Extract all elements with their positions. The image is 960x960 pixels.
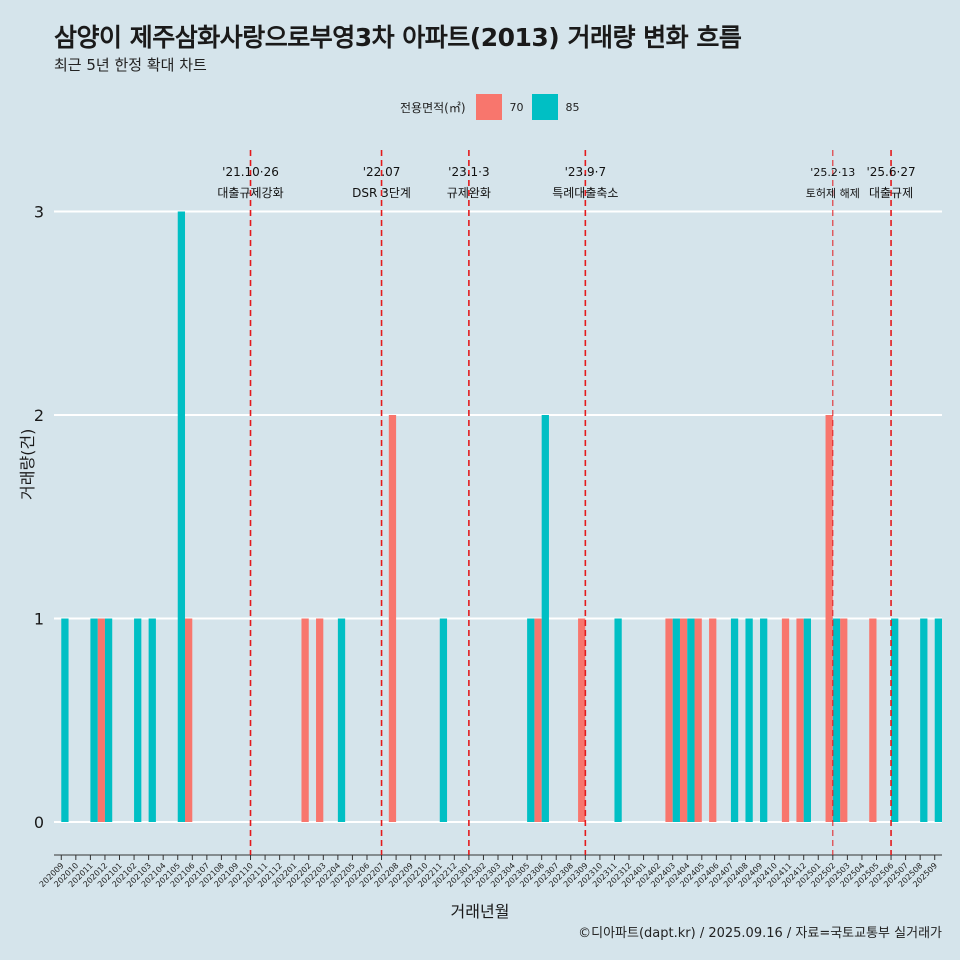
x-axis-label: 거래년월	[450, 902, 510, 921]
y-tick-label: 2	[34, 406, 44, 425]
bar-70-202405	[694, 618, 702, 822]
annotation-label-202506: 대출규제	[869, 186, 913, 200]
bar-85-202102	[134, 618, 142, 822]
bar-70-202202	[301, 618, 309, 822]
bar-85-202409	[760, 618, 768, 822]
annotation-date-202301: '23.1·3	[448, 165, 489, 179]
annotation-label-202207: DSR 3단계	[352, 186, 411, 200]
chart-subtitle: 최근 5년 한정 확대 차트	[54, 56, 207, 74]
annotation-label-202309: 특례대출축소	[552, 186, 618, 200]
bar-70-202309	[578, 618, 586, 822]
bar-85-202404	[687, 618, 695, 822]
annotation-date-202207: '22.07	[363, 165, 401, 179]
bar-85-202408	[745, 618, 753, 822]
bar-85-202105	[177, 211, 186, 822]
chart-title: 삼양이 제주삼화사랑으로부영3차 아파트(2013) 거래량 변화 흐름	[54, 23, 742, 52]
annotation-date-202502: '25.2·13	[810, 166, 855, 179]
bar-85-202204	[337, 618, 346, 822]
bar-70-202503	[840, 618, 848, 822]
bar-70-202403	[665, 618, 673, 822]
bar-85-202508	[920, 618, 928, 822]
legend-label-85: 85	[565, 100, 580, 114]
annotation-label-202110: 대출규제강화	[217, 186, 283, 200]
bar-70-202406	[709, 618, 717, 822]
source-caption: ©디아파트(dapt.kr) / 2025.09.16 / 자료=국토교통부 실…	[578, 926, 942, 941]
bar-70-202106	[185, 618, 193, 822]
bar-85-202305	[527, 618, 535, 822]
bar-85-202103	[148, 618, 156, 822]
legend-label-70: 70	[509, 100, 524, 114]
annotation-label-202301: 규제완화	[447, 186, 491, 200]
bar-85-202011	[90, 618, 98, 822]
bar-85-202306	[541, 415, 549, 822]
bar-85-202311	[614, 618, 622, 822]
bar-85-202403	[672, 618, 680, 822]
y-tick-label: 1	[34, 610, 44, 629]
bar-85-202407	[730, 618, 739, 822]
annotation-date-202506: '25.6·27	[866, 165, 915, 179]
bar-85-202506	[891, 618, 899, 822]
bar-70-202306	[534, 618, 542, 822]
bar-85-202509	[934, 618, 942, 822]
y-axis-label: 거래량(건)	[18, 428, 37, 500]
bar-70-202208	[388, 415, 397, 822]
legend-key-70	[475, 94, 502, 120]
bar-70-202505	[869, 618, 877, 822]
bar-85-202412	[803, 618, 811, 822]
bar-70-202203	[316, 618, 324, 822]
legend-title: 전용면적(㎡)	[400, 100, 466, 115]
bar-70-202404	[679, 618, 688, 822]
y-tick-label: 0	[34, 813, 44, 832]
bar-70-202412	[796, 618, 804, 822]
bar-85-202009	[61, 618, 69, 822]
legend-key-85	[531, 94, 558, 120]
legend: 전용면적(㎡) 70 85	[400, 93, 588, 121]
annotation-date-202110: '21.10·26	[222, 165, 279, 179]
bar-70-202012	[97, 618, 105, 822]
bar-70-202502	[825, 415, 833, 822]
annotation-date-202309: '23.9·7	[565, 165, 606, 179]
bar-70-202411	[781, 618, 790, 822]
bar-85-202502	[832, 618, 841, 822]
y-tick-label: 3	[34, 203, 44, 222]
bar-85-202012	[104, 618, 113, 822]
annotation-label-202502: 토허제 해제	[806, 186, 860, 200]
bar-85-202211	[439, 618, 448, 822]
